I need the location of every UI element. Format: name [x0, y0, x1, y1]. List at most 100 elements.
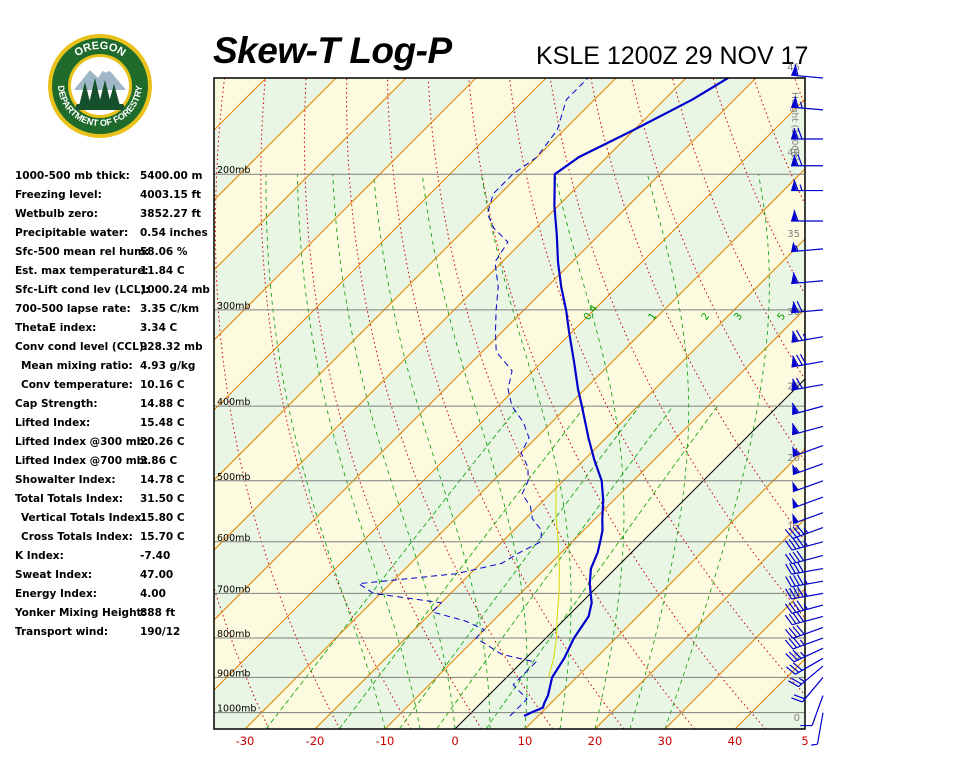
wind-barb [791, 127, 823, 140]
wind-barb [792, 496, 824, 509]
wind-barb-feather [792, 626, 801, 636]
moist-adiabat [332, 174, 456, 729]
wind-barb-staff [816, 712, 824, 745]
wind-barb-staff [791, 567, 824, 575]
wind-barb-feather [792, 662, 803, 671]
pressure-label: 400mb [217, 397, 250, 408]
index-label: Est. max temperature: [15, 265, 149, 277]
index-label: 700-500 lapse rate: [15, 303, 131, 315]
index-value: 47.00 [140, 569, 174, 581]
wind-barb [784, 611, 824, 626]
wind-barb [785, 657, 824, 675]
wind-barb [791, 209, 823, 222]
index-label: Yonker Mixing Height: [15, 607, 146, 619]
wind-barb-feather [792, 378, 799, 390]
wind-barb-flag [791, 331, 798, 343]
wind-barb [791, 96, 824, 111]
pressure-label: 500mb [217, 472, 250, 483]
index-value: 3.86 C [140, 455, 178, 467]
wind-barb-flag [791, 97, 798, 108]
wind-barb [792, 463, 824, 476]
wind-barb-half-feather [803, 603, 809, 610]
index-value: 4.93 g/kg [140, 360, 196, 372]
wind-barb-half-feather [803, 540, 809, 547]
wind-barb [784, 624, 824, 639]
oregon-forestry-logo: OREGON DEPARTMENT OF FORESTRY [48, 34, 152, 138]
wind-barb-feather [784, 603, 793, 614]
index-value: 190/12 [140, 626, 181, 638]
isotherm-band [805, 78, 960, 729]
wind-barb-flag [791, 211, 797, 222]
wind-barb-feather [799, 353, 807, 365]
wind-barb-feather [795, 377, 803, 389]
wind-barb-feather [791, 677, 802, 685]
index-label: Sfc-Lift cond lev (LCL): [15, 284, 150, 296]
wind-barb-feather [792, 526, 801, 537]
index-value: 15.48 C [140, 417, 185, 429]
height-tick-label: 40 [787, 148, 800, 159]
wind-barb-feather [784, 628, 794, 639]
height-tick-label: 5 [794, 652, 800, 663]
wind-barb [791, 422, 824, 436]
wind-barb-staff [791, 360, 824, 368]
wind-barb [785, 586, 824, 600]
height-tick-label: 45 [787, 62, 800, 73]
wind-barb-flag [792, 464, 799, 475]
wind-barb-feather [796, 550, 805, 561]
wind-barb-feather [788, 680, 799, 688]
wind-barb-staff [792, 637, 824, 650]
wind-barb-flag [791, 180, 797, 191]
wind-barb-feather [788, 552, 797, 564]
wind-barb-feather [794, 96, 799, 108]
wind-barb-feather [792, 562, 800, 574]
index-label: Showalter Index: [15, 474, 116, 486]
wind-barb-half-feather [800, 651, 806, 658]
wind-barb-feather [792, 272, 799, 284]
wind-barb-staff [798, 665, 824, 688]
pressure-label: 600mb [217, 533, 250, 544]
wind-barb-flag [792, 403, 798, 415]
station-time-label: KSLE 1200Z 29 NOV 17 [536, 42, 809, 70]
wind-barb-feather [796, 611, 805, 622]
index-value: 20.26 C [140, 436, 185, 448]
index-label: Vertical Totals Index: [21, 512, 146, 524]
wind-barb-half-feather [795, 245, 799, 252]
mixing-ratio-label: 2 [700, 311, 713, 323]
index-value: 1000.24 mb [140, 284, 210, 296]
wind-barb [784, 600, 824, 614]
wind-barb [791, 329, 824, 343]
wind-barb [791, 300, 824, 314]
wind-barb-feather [796, 537, 805, 548]
chart-title: Skew-T Log-P [213, 30, 452, 71]
wind-barb-feather [792, 601, 801, 612]
index-value: 888 ft [140, 607, 176, 619]
index-label: Wetbulb zero: [15, 208, 98, 220]
wind-barb-staff [801, 677, 824, 703]
isotherm-band [875, 78, 960, 729]
wind-barb-staff [794, 657, 824, 675]
isotherm-line [214, 78, 757, 621]
wind-barb-staff [791, 280, 824, 285]
index-value: 0.54 inches [140, 227, 208, 239]
wind-barb-feather [795, 354, 803, 366]
wind-barb [784, 525, 824, 540]
x-tick-label: 10 [518, 734, 533, 748]
index-value: 15.70 C [140, 531, 185, 543]
wind-barb-feather [792, 636, 801, 647]
pressure-label: 200mb [217, 165, 250, 176]
wind-barb-feather [793, 694, 806, 700]
dry-adiabat [835, 78, 960, 729]
mixing-ratio-label: 3 [732, 311, 745, 323]
x-tick-label: -20 [306, 734, 325, 748]
mixing-ratio-line [485, 405, 718, 729]
index-label: 1000-500 mb thick: [15, 170, 130, 182]
isotherm-line [214, 98, 805, 691]
wind-barb-feather [792, 612, 801, 623]
wind-barb-flag [791, 128, 797, 139]
moist-adiabat [297, 174, 421, 729]
index-label: Energy Index: [15, 588, 97, 600]
mixing-ratio-line [436, 405, 674, 729]
wind-barb [791, 64, 824, 79]
wind-barb-feather [784, 614, 793, 626]
temperature-trace [523, 78, 729, 717]
